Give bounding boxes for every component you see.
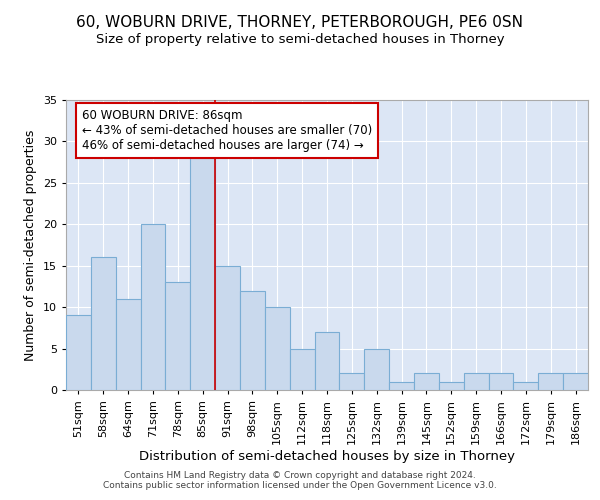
Bar xyxy=(91,258,116,390)
Bar xyxy=(140,224,166,390)
Bar xyxy=(340,374,364,390)
Bar xyxy=(240,290,265,390)
Bar xyxy=(265,307,290,390)
Bar xyxy=(488,374,514,390)
Bar xyxy=(439,382,464,390)
Text: Size of property relative to semi-detached houses in Thorney: Size of property relative to semi-detach… xyxy=(95,32,505,46)
Bar xyxy=(190,158,215,390)
X-axis label: Distribution of semi-detached houses by size in Thorney: Distribution of semi-detached houses by … xyxy=(139,450,515,462)
Bar xyxy=(514,382,538,390)
Bar xyxy=(290,348,314,390)
Bar xyxy=(464,374,488,390)
Bar xyxy=(66,316,91,390)
Y-axis label: Number of semi-detached properties: Number of semi-detached properties xyxy=(24,130,37,360)
Bar xyxy=(215,266,240,390)
Bar xyxy=(364,348,389,390)
Bar xyxy=(166,282,190,390)
Bar xyxy=(563,374,588,390)
Bar xyxy=(538,374,563,390)
Text: Contains HM Land Registry data © Crown copyright and database right 2024.
Contai: Contains HM Land Registry data © Crown c… xyxy=(103,470,497,490)
Bar xyxy=(116,299,140,390)
Text: 60 WOBURN DRIVE: 86sqm
← 43% of semi-detached houses are smaller (70)
46% of sem: 60 WOBURN DRIVE: 86sqm ← 43% of semi-det… xyxy=(82,108,372,152)
Bar xyxy=(389,382,414,390)
Bar xyxy=(314,332,340,390)
Text: 60, WOBURN DRIVE, THORNEY, PETERBOROUGH, PE6 0SN: 60, WOBURN DRIVE, THORNEY, PETERBOROUGH,… xyxy=(77,15,523,30)
Bar xyxy=(414,374,439,390)
